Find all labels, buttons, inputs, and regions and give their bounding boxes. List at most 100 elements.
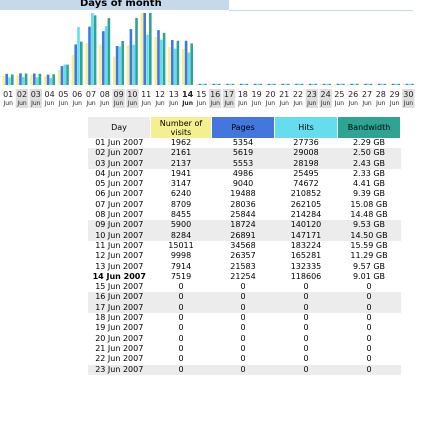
bar-number-of-visits	[71, 55, 75, 85]
cell-day: 19 Jun 2007	[95, 323, 144, 333]
bar-number-of-visits	[30, 74, 33, 85]
bar-hits	[284, 83, 287, 85]
bar-bandwidth	[149, 13, 152, 85]
bar-pages	[129, 28, 133, 86]
cell-visits: 0	[150, 302, 212, 314]
bar-hits	[394, 83, 398, 85]
month-tick-label: Jun	[58, 100, 69, 107]
cell-hits: 140120	[274, 220, 338, 231]
bar-bandwidth	[342, 83, 345, 85]
day-tick-label: 22	[293, 90, 303, 99]
cell-hits: 183224	[290, 240, 322, 250]
bar-bandwidth	[190, 43, 193, 85]
bar-bandwidth	[300, 83, 304, 85]
table-row: 13 Jun 2007 7914 21583 132335 9.57 GB	[88, 262, 401, 272]
cell-hits: 0	[274, 302, 338, 314]
cell-day: 16 Jun 2007	[88, 292, 151, 303]
cell-bandwidth: 9.39 GB	[352, 189, 386, 199]
bar-pages	[19, 73, 22, 85]
table-row: 01 Jun 2007 1962 5354 27736 2.29 GB	[88, 138, 401, 148]
cell-pages: 0	[211, 364, 275, 375]
cell-pages: 9040	[232, 179, 254, 189]
cell-hits: 74672	[293, 179, 319, 189]
day-tick-label: 23	[307, 90, 317, 99]
cell-hits: 0	[303, 323, 309, 333]
header-pages: Pages	[211, 117, 275, 138]
section-header-tab	[0, 0, 229, 10]
day-tick-label: 16	[210, 90, 220, 99]
day-tick-label: 06	[72, 90, 82, 99]
month-tick-label: Jun	[403, 100, 414, 107]
month-tick-label: Jun	[85, 100, 96, 107]
bar-pages	[405, 83, 409, 85]
cell-bandwidth: 15.08 GB	[350, 199, 388, 209]
bar-number-of-visits	[251, 83, 254, 85]
bar-bandwidth	[11, 74, 14, 85]
bar-pages	[350, 83, 353, 85]
table-row: 21 Jun 2007 0 0 0 0	[88, 344, 401, 354]
cell-visits: 7914	[170, 261, 192, 271]
bar-number-of-visits	[306, 83, 309, 85]
day-tick-label: 25	[334, 90, 344, 99]
table-row: 11 Jun 2007 15011 34568 183224 15.59 GB	[88, 241, 401, 251]
day-tick-label: 11	[141, 90, 151, 99]
bar-pages	[88, 26, 91, 85]
cell-day: 23 Jun 2007	[88, 364, 151, 375]
bar-number-of-visits	[375, 83, 378, 85]
bar-hits	[104, 26, 108, 85]
bar-bandwidth	[218, 83, 221, 85]
month-tick-label: Jun	[99, 100, 110, 107]
cell-pages: 5354	[232, 138, 254, 147]
bar-pages	[74, 44, 77, 85]
bar-bandwidth	[369, 83, 373, 85]
table-row: 16 Jun 2007 0 0 0 0	[88, 292, 401, 303]
table-row: 02 Jun 2007 2161 5619 29008 2.50 GB	[88, 148, 401, 159]
bar-number-of-visits	[347, 83, 351, 85]
weekend-shade	[29, 89, 42, 108]
bar-pages	[60, 66, 64, 85]
bar-pages	[378, 83, 381, 85]
cell-visits: 9998	[170, 251, 192, 261]
cell-visits: 5900	[150, 220, 212, 231]
cell-bandwidth: 0	[366, 282, 372, 292]
bar-hits	[408, 83, 411, 85]
weekend-shade	[126, 89, 139, 108]
table-row: 09 Jun 2007 5900 18724 140120 9.53 GB	[88, 220, 401, 231]
bar-pages	[171, 40, 174, 85]
day-tick-label: 20	[265, 90, 275, 99]
bar-pages	[336, 83, 340, 85]
cell-pages: 5553	[211, 158, 275, 169]
bar-bandwidth	[121, 40, 124, 85]
bar-hits	[63, 64, 66, 85]
bar-number-of-visits	[402, 83, 406, 85]
bar-hits	[8, 77, 11, 85]
bar-pages	[267, 83, 271, 85]
cell-day: 12 Jun 2007	[95, 251, 144, 261]
bar-number-of-visits	[278, 83, 282, 85]
month-tick-label: Jun	[141, 100, 152, 107]
table-row: 12 Jun 2007 9998 26357 165281 11.29 GB	[88, 251, 401, 261]
bar-hits	[173, 48, 177, 85]
day-tick-label: 13	[169, 90, 179, 99]
bar-bandwidth	[411, 83, 414, 85]
cell-hits: 0	[303, 343, 309, 353]
cell-hits: 0	[303, 354, 309, 364]
day-tick-label: 24	[321, 90, 331, 99]
bar-bandwidth	[314, 83, 318, 85]
cell-visits: 0	[178, 343, 184, 353]
cell-visits: 1962	[170, 138, 192, 147]
section-header-strip	[229, 0, 413, 11]
day-tick-label: 04	[45, 90, 55, 99]
bar-number-of-visits	[2, 75, 6, 85]
bar-pages	[46, 74, 50, 85]
cell-bandwidth: 0	[366, 354, 372, 364]
bar-pages	[309, 83, 312, 85]
month-tick-label: Jun	[223, 100, 234, 107]
month-tick-label: Jun	[154, 100, 165, 107]
weekend-shade	[112, 89, 125, 108]
header-hits: Hits	[274, 117, 338, 138]
cell-bandwidth: 11.29 GB	[350, 251, 388, 261]
table-row: 20 Jun 2007 0 0 0 0	[88, 334, 401, 344]
bar-number-of-visits	[113, 56, 116, 85]
bar-pages	[253, 83, 257, 85]
